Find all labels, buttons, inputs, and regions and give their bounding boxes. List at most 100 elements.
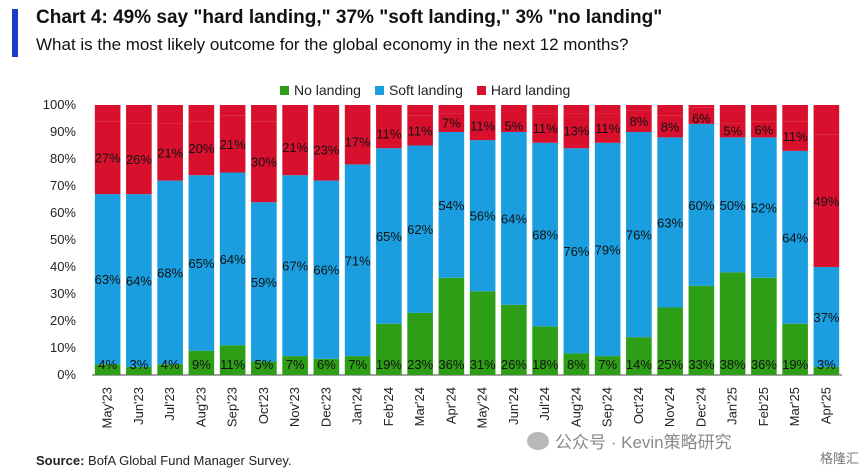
data-label-soft-landing: 67% (282, 259, 308, 274)
legend-swatch-no-landing (280, 85, 289, 95)
data-label-soft-landing: 63% (657, 215, 683, 230)
bar-segment-hard-landing (719, 123, 746, 138)
data-label-soft-landing: 65% (188, 256, 214, 271)
chart-title: Chart 4: 49% say "hard landing," 37% "so… (36, 7, 663, 28)
bar-remainder (94, 105, 121, 122)
bar-segment-no-landing (407, 312, 433, 375)
x-tick-label: Jun'24 (506, 387, 521, 425)
bar-segment-hard-landing (501, 118, 527, 132)
bar-segment-hard-landing (376, 118, 402, 149)
watermark-text: 公众号 · Kevin策略研究 (555, 433, 732, 452)
bar-segment-hard-landing (407, 115, 433, 146)
data-label-hard-landing: 5% (504, 118, 523, 133)
bar-segment-hard-landing (532, 113, 558, 143)
data-label-hard-landing: 11% (470, 118, 495, 133)
bar-segment-no-landing (501, 304, 527, 375)
bar-remainder (594, 105, 621, 114)
data-label-hard-landing: 11% (533, 121, 558, 136)
bar-segment-soft-landing (251, 202, 277, 362)
bar-segment-soft-landing (282, 175, 308, 357)
bar-segment-soft-landing (344, 164, 371, 357)
bar-segment-hard-landing (751, 121, 777, 138)
bar-segment-soft-landing (501, 132, 527, 305)
data-label-soft-landing: 60% (688, 198, 714, 213)
bar-segment-no-landing (344, 356, 371, 375)
data-label-no-landing: 31% (470, 357, 496, 372)
wechat-icon (527, 431, 549, 450)
y-tick-label: 20% (50, 313, 76, 328)
bar-segment-no-landing (563, 353, 590, 375)
data-label-hard-landing: 8% (661, 120, 680, 135)
source-text: BofA Global Fund Manager Survey. (88, 453, 292, 468)
bar-segment-no-landing (126, 366, 152, 375)
bar-remainder (376, 105, 402, 119)
bar-remainder (532, 105, 558, 114)
source-label: Source: (36, 453, 85, 468)
data-label-hard-landing: 6% (754, 122, 773, 137)
data-label-hard-landing: 11% (595, 121, 620, 136)
bar-segment-hard-landing (157, 123, 183, 181)
bar-segment-hard-landing (563, 113, 590, 149)
x-tick-label: Dec'24 (693, 387, 708, 427)
x-tick-label: Sep'24 (600, 387, 615, 427)
data-label-hard-landing: 7% (442, 116, 461, 131)
legend-item-soft-landing: Soft landing (374, 82, 463, 98)
x-tick-label: Dec'23 (318, 387, 333, 427)
x-tick-label: Aug'23 (193, 387, 208, 427)
data-label-no-landing: 33% (688, 357, 714, 372)
bar-segment-no-landing (157, 364, 183, 375)
data-label-no-landing: 19% (782, 357, 808, 372)
bar-segment-soft-landing (719, 137, 746, 273)
bar-segment-soft-landing (188, 175, 215, 351)
bar-segment-hard-landing (251, 121, 277, 203)
data-label-hard-landing: 11% (376, 126, 401, 141)
bar-remainder (219, 105, 246, 116)
data-label-hard-landing: 5% (723, 124, 742, 139)
data-label-soft-landing: 56% (470, 209, 496, 224)
bar-segment-soft-landing (219, 172, 246, 346)
bar-remainder (188, 105, 215, 122)
data-label-no-landing: 7% (348, 357, 367, 372)
bar-remainder (251, 105, 277, 122)
x-tick-label: May'24 (475, 387, 490, 429)
bar-segment-soft-landing (626, 132, 652, 338)
source-note: Source: BofA Global Fund Manager Survey. (36, 453, 292, 468)
corner-logo: 格隆汇 (819, 451, 859, 466)
x-tick-label: Oct'23 (256, 387, 271, 424)
data-label-hard-landing: 11% (408, 124, 433, 139)
bar-segment-hard-landing (94, 121, 121, 195)
bar-segment-hard-landing (782, 121, 808, 151)
x-tick-label: Nov'24 (662, 387, 677, 427)
y-tick-label: 90% (50, 124, 76, 139)
data-label-hard-landing: 30% (251, 155, 277, 170)
data-label-hard-landing: 49% (813, 194, 839, 209)
data-label-hard-landing: 8% (629, 114, 648, 129)
x-tick-label: Jan'25 (725, 387, 740, 425)
bar-segment-soft-landing (813, 267, 840, 367)
bar-remainder (344, 105, 371, 119)
data-label-no-landing: 4% (161, 357, 180, 372)
data-label-soft-landing: 64% (220, 252, 246, 267)
bar-segment-soft-landing (688, 123, 715, 286)
y-tick-label: 10% (50, 340, 76, 355)
data-label-hard-landing: 23% (313, 143, 339, 158)
x-tick-label: Jun'23 (131, 387, 146, 425)
bar-remainder (501, 105, 527, 119)
bar-remainder (813, 105, 840, 135)
bar-segment-no-landing (688, 285, 715, 375)
data-label-hard-landing: 11% (783, 129, 808, 144)
bar-segment-hard-landing (594, 113, 621, 143)
bar-remainder (126, 105, 152, 124)
bar-segment-no-landing (719, 272, 746, 375)
data-label-hard-landing: 17% (345, 134, 371, 149)
bar-segment-soft-landing (782, 150, 808, 324)
bar-remainder (626, 105, 652, 111)
title-accent-bar (12, 9, 18, 57)
bar-remainder (313, 105, 340, 119)
data-label-soft-landing: 52% (751, 201, 777, 216)
chart-subtitle: What is the most likely outcome for the … (36, 35, 629, 54)
x-tick-label: Apr'24 (443, 387, 458, 424)
legend-label-hard-landing: Hard landing (490, 82, 571, 98)
bar-segment-soft-landing (94, 194, 121, 365)
data-label-no-landing: 18% (532, 357, 558, 372)
